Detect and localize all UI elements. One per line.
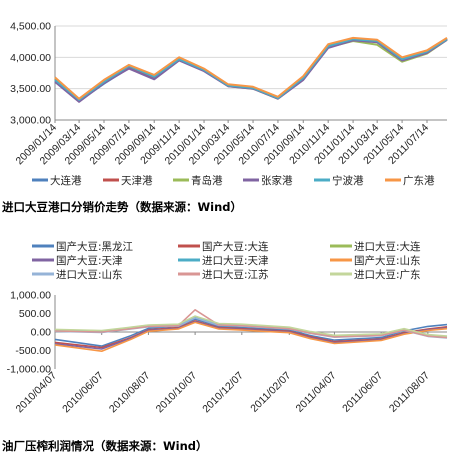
x-tick-label: 2011/08/07 — [387, 370, 432, 415]
legend-label-国产大豆-山东: 国产大豆:山东 — [354, 254, 421, 267]
legend-label-进口大豆-山东: 进口大豆:山东 — [56, 268, 123, 281]
x-tick-label: 2011/04/07 — [293, 370, 338, 415]
caption-crush-margin: 油厂压榨利润情况（数据来源：Wind） — [2, 439, 208, 453]
chart-soybean-port-prices: 3,000.003,500.004,000.004,500.002009/01/… — [10, 21, 448, 187]
y-tick-label: -1,000.00 — [7, 364, 52, 376]
legend-label-进口大豆-广东: 进口大豆:广东 — [354, 268, 421, 281]
y-tick-label: 3,000.00 — [10, 115, 51, 127]
series-line-进口大豆-江苏 — [54, 309, 448, 339]
y-tick-label: 500.00 — [19, 308, 51, 320]
series-line-广东港 — [54, 36, 448, 100]
legend-label-国产大豆-天津: 国产大豆:天津 — [56, 254, 123, 267]
legend-label-天津港: 天津港 — [121, 175, 153, 187]
x-tick-label: 2010/08/07 — [107, 370, 153, 416]
legend-label-宁波港: 宁波港 — [332, 174, 364, 187]
legend-label-国产大豆-大连: 国产大豆:大连 — [202, 240, 269, 253]
legend-label-国产大豆-黑龙江: 国产大豆:黑龙江 — [56, 240, 134, 253]
y-tick-label: 1,000.00 — [10, 290, 51, 302]
legend-label-大连港: 大连港 — [50, 174, 82, 187]
x-tick-label: 2011/02/07 — [248, 370, 293, 415]
legend-label-张家港: 张家港 — [261, 174, 293, 187]
legend-label-进口大豆-江苏: 进口大豆:江苏 — [202, 268, 269, 281]
x-tick-label: 2010/04/07 — [13, 370, 59, 416]
x-tick-label: 2010/06/07 — [60, 370, 106, 416]
legend-label-进口大豆-天津: 进口大豆:天津 — [202, 254, 269, 267]
legend-label-广东港: 广东港 — [403, 174, 435, 187]
y-tick-label: 0.00 — [31, 327, 52, 339]
x-tick-label: 2011/06/07 — [340, 370, 385, 415]
series-line-国产大豆-黑龙江 — [54, 318, 448, 347]
x-tick-label: 2010/12/07 — [200, 370, 246, 416]
y-tick-label: -500.00 — [15, 345, 51, 357]
series-line-宁波港 — [54, 38, 448, 101]
x-tick-label: 2010/10/07 — [154, 370, 200, 416]
legend-label-进口大豆-大连: 进口大豆:大连 — [354, 240, 421, 253]
y-tick-label: 4,000.00 — [10, 52, 51, 64]
series-line-国产大豆-山东 — [54, 321, 448, 352]
chart-crush-margin: -1,000.00 -500.00 0.00 500.00 1,000.00 2010/0… — [7, 240, 448, 416]
series-line-进口大豆-广东 — [54, 315, 448, 337]
y-tick-label: 3,500.00 — [10, 83, 51, 95]
legend-label-青岛港: 青岛港 — [191, 174, 223, 187]
y-tick-label: 4,500.00 — [10, 21, 51, 33]
caption-port-prices: 进口大豆港口分销价走势（数据来源：Wind） — [2, 200, 242, 214]
